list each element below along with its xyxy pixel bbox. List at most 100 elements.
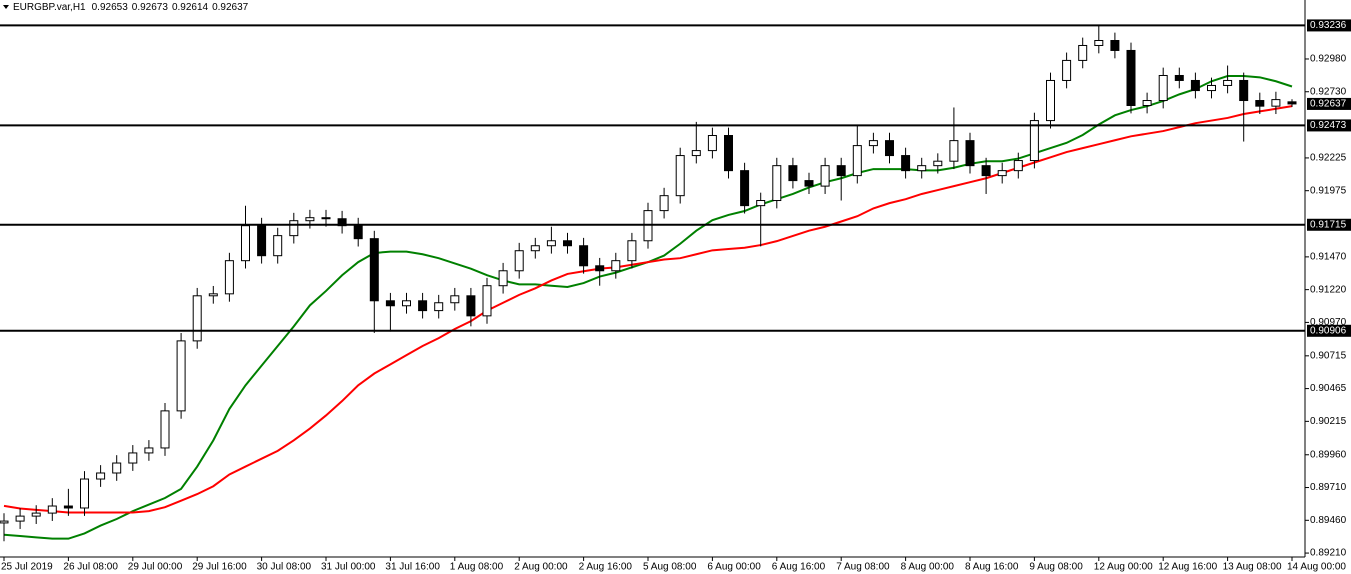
y-tick-label: 0.89960 <box>1310 449 1347 460</box>
candle-body <box>224 260 234 295</box>
candle-body <box>1207 84 1216 92</box>
candle-body <box>15 515 25 522</box>
candle-body <box>740 170 750 207</box>
candle-body <box>691 150 701 157</box>
candle-body <box>852 145 862 177</box>
y-tick-label: 0.91470 <box>1310 252 1347 263</box>
x-tick-label: 12 Aug 16:00 <box>1158 562 1217 573</box>
candle-body <box>514 250 524 272</box>
candle-body <box>369 238 379 302</box>
x-tick-label: 13 Aug 08:00 <box>1223 562 1282 573</box>
candle-body <box>1094 39 1104 46</box>
candle-body <box>707 135 717 152</box>
candle-body <box>385 300 395 307</box>
last-open: 0.92653 <box>92 2 129 13</box>
candle-body <box>0 520 9 524</box>
candle-body <box>321 217 331 220</box>
x-tick-label: 29 Jul 00:00 <box>128 562 183 573</box>
candle-body <box>208 293 218 297</box>
candle-body <box>434 302 444 312</box>
level-label: 0.92473 <box>1310 120 1347 131</box>
candle-body <box>241 225 250 262</box>
chart-header: EURGBP.var,H1 0.92653 0.92673 0.92614 0.9263… <box>13 2 249 13</box>
x-tick-label: 8 Aug 16:00 <box>965 562 1019 573</box>
candle-body <box>47 505 57 514</box>
y-tick-label: 0.90970 <box>1310 317 1347 328</box>
candle-body <box>1142 100 1152 107</box>
candle-body <box>627 240 637 262</box>
candle-body <box>1062 59 1072 81</box>
candle-body <box>498 270 508 287</box>
last-low: 0.92614 <box>172 2 209 13</box>
level-label-box <box>1307 324 1351 337</box>
level-label: 0.91715 <box>1310 219 1347 230</box>
candle-body <box>1174 74 1184 81</box>
candle-body <box>289 220 299 237</box>
x-tick-label: 2 Aug 00:00 <box>514 562 568 573</box>
x-tick-label: 25 Jul 2019 <box>1 562 53 573</box>
x-tick-label: 29 Jul 16:00 <box>192 562 247 573</box>
x-tick-label: 1 Aug 08:00 <box>450 562 504 573</box>
candle-body <box>933 160 943 167</box>
candle-body <box>965 140 975 167</box>
candle-body <box>1158 74 1168 102</box>
x-tick-label: 14 Aug 00:00 <box>1287 562 1346 573</box>
candle-body <box>1046 79 1055 122</box>
candle-body <box>595 265 605 272</box>
candle-body <box>257 225 267 257</box>
level-label: 0.93236 <box>1310 20 1347 31</box>
level-label-box <box>1307 19 1351 32</box>
y-tick-label: 0.92225 <box>1310 153 1347 164</box>
y-tick-label: 0.90715 <box>1310 350 1347 361</box>
candle-body <box>836 165 846 177</box>
candle-body <box>402 300 411 307</box>
last-high: 0.92673 <box>132 2 169 13</box>
y-tick-label: 0.89210 <box>1310 548 1347 559</box>
x-tick-label: 7 Aug 08:00 <box>836 562 890 573</box>
candle-body <box>530 245 540 252</box>
candle-body <box>772 165 782 202</box>
candle-body <box>724 135 733 172</box>
candle-body <box>949 140 959 162</box>
candle-body <box>788 165 798 182</box>
candle-body <box>305 217 315 222</box>
candle-body <box>418 300 428 312</box>
candle-body <box>981 165 991 177</box>
candle-body <box>1239 79 1249 102</box>
candle-body <box>176 340 186 412</box>
candle-body <box>675 155 685 197</box>
candle-body <box>1078 44 1088 61</box>
x-tick-label: 5 Aug 08:00 <box>643 562 697 573</box>
candle-body <box>466 295 476 317</box>
moving-average-line <box>3 105 1293 514</box>
candle-body <box>273 235 283 257</box>
candle-body <box>901 155 911 172</box>
candle-body <box>579 245 589 267</box>
candle-body <box>804 180 814 187</box>
y-tick-label: 0.89710 <box>1310 482 1347 493</box>
candle-body <box>997 170 1007 177</box>
candle-body <box>1126 49 1136 107</box>
candle-body <box>160 410 170 449</box>
x-tick-label: 30 Jul 08:00 <box>257 562 312 573</box>
current-price-label: 0.92637 <box>1310 99 1347 110</box>
y-tick-label: 0.92730 <box>1310 86 1347 97</box>
candle-body <box>820 165 830 187</box>
candle-body <box>563 240 572 247</box>
candle-body <box>1223 79 1233 86</box>
candle-body <box>659 195 669 212</box>
candle-body <box>96 472 106 480</box>
menu-arrow <box>3 5 9 9</box>
candle-body <box>144 447 154 454</box>
candle-body <box>885 140 894 157</box>
candle-body <box>80 478 89 509</box>
candle-body <box>128 452 138 464</box>
candle-body <box>1255 100 1265 107</box>
candle-body <box>1110 39 1120 51</box>
x-tick-label: 6 Aug 16:00 <box>772 562 826 573</box>
candle-body <box>31 512 41 517</box>
candle-body <box>482 285 492 317</box>
last-close: 0.92637 <box>212 2 249 13</box>
candle-body <box>1287 101 1297 105</box>
